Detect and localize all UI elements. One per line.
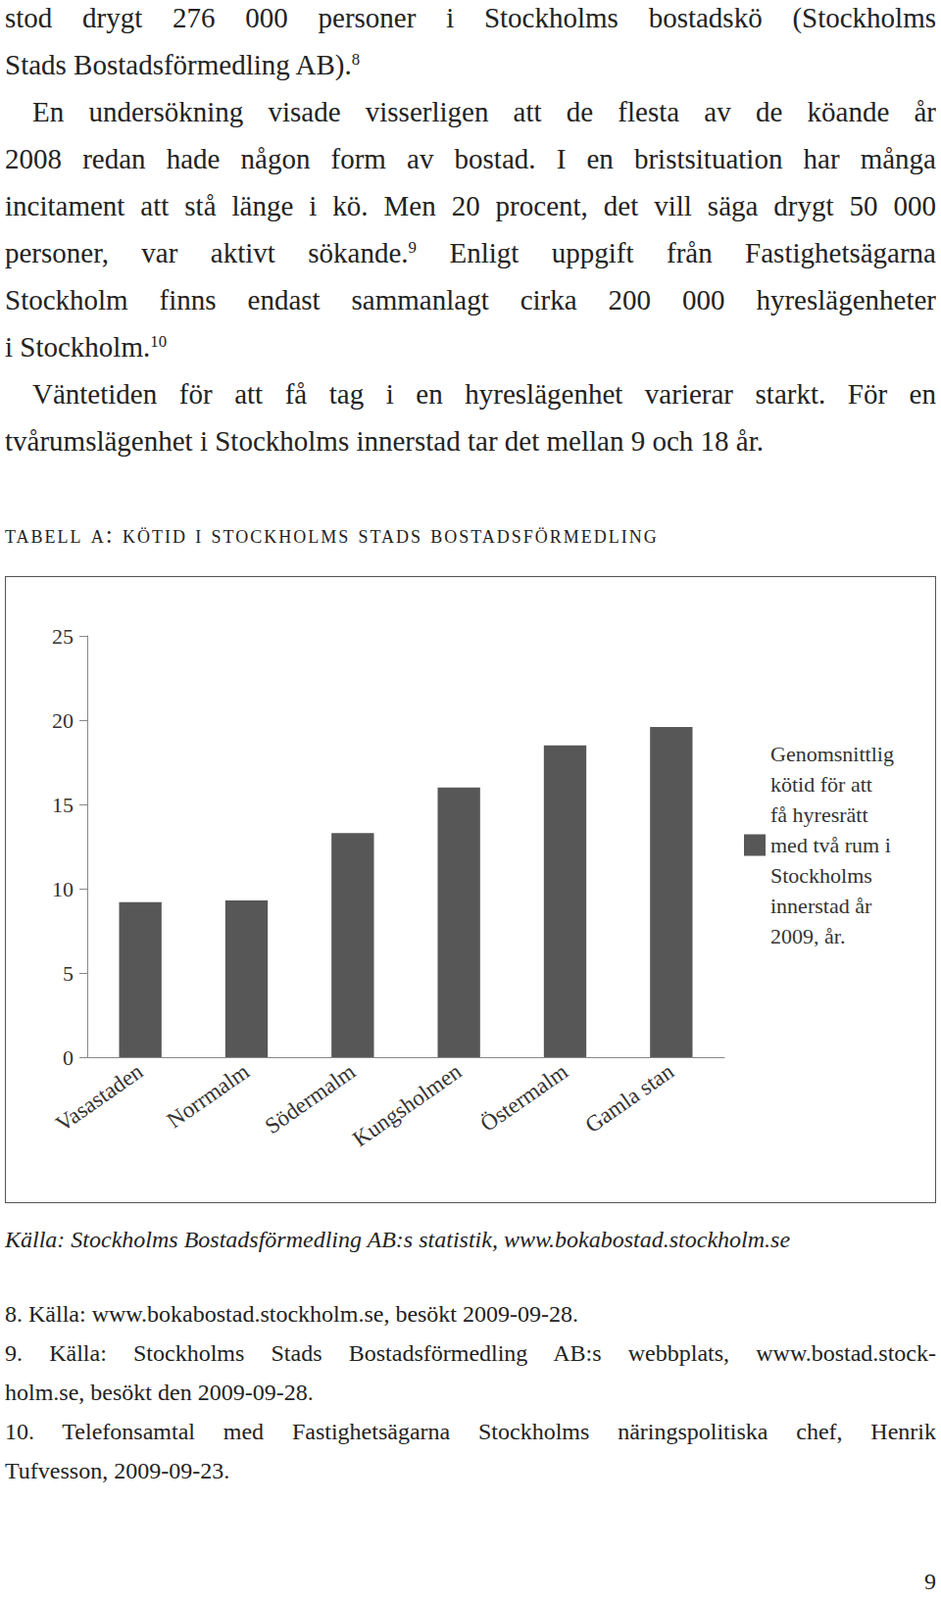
svg-text:10: 10	[51, 877, 74, 902]
html-text:incitament att stå länge i kö.: incitament att stå länge i kö. Men 20 pr…	[4, 190, 937, 222]
svg-text:25: 25	[51, 624, 74, 649]
html-text:10. Telefonsamtal med Fastighe: 10. Telefonsamtal med Fastighetsägarna S…	[4, 1419, 937, 1445]
html-text:i Stockholm.10: i Stockholm.10	[4, 331, 167, 363]
html-text:stod drygt 276 000 personer i: stod drygt 276 000 personer i Stockholms…	[4, 1, 937, 34]
svg-text:Gamla stan: Gamla stan	[580, 1058, 679, 1139]
svg-text:kötid för att: kötid för att	[770, 772, 878, 797]
html-text:2008 redan hade någon form av: 2008 redan hade någon form av bostad. I …	[4, 143, 937, 175]
svg-text:Stockholms: Stockholms	[770, 863, 878, 889]
html-text:En undersökning visade visserl: En undersökning visade visserligen att d…	[32, 96, 937, 128]
svg-text:Kungsholmen: Kungsholmen	[347, 1058, 466, 1152]
svg-text:få hyresrätt: få hyresrätt	[770, 802, 874, 828]
html-text:Källa: Stockholms Bostadsförme: Källa: Stockholms Bostadsförmedling AB:s…	[4, 1227, 791, 1253]
svg-text:med två rum i: med två rum i	[770, 833, 896, 858]
svg-text:Genomsnittlig: Genomsnittlig	[770, 742, 899, 767]
html-text:tabell a: kötid i stockholms s: tabell a: kötid i stockholms stads bosta…	[4, 521, 659, 548]
svg-text:Norrmalm: Norrmalm	[162, 1059, 254, 1135]
svg-text:2009, år.: 2009, år.	[770, 924, 845, 949]
svg-text:15: 15	[51, 792, 74, 818]
html-text:Stockholm finns endast sammanl: Stockholm finns endast sammanlagt cirka …	[4, 284, 937, 316]
svg-text:Östermalm: Östermalm	[476, 1059, 573, 1138]
svg-text:Vasastaden: Vasastaden	[50, 1058, 148, 1137]
html-text:Stads Bostadsförmedling AB).8: Stads Bostadsförmedling AB).8	[4, 49, 360, 81]
html-text:Väntetiden för att få tag i en: Väntetiden för att få tag i en hyresläge…	[32, 378, 937, 410]
svg-text:Södermalm: Södermalm	[260, 1059, 360, 1140]
html-text:9: 9	[924, 1569, 937, 1595]
html-text:8. Källa: www.bokabostad.stock: 8. Källa: www.bokabostad.stockholm.se, b…	[4, 1301, 579, 1328]
svg-text:innerstad år: innerstad år	[770, 893, 878, 919]
html-text:holm.se, besökt den 2009-09-28: holm.se, besökt den 2009-09-28.	[4, 1380, 314, 1406]
html-text:tvårumslägenhet i Stockholms i: tvårumslägenhet i Stockholms innerstad t…	[4, 425, 764, 457]
svg-text:0: 0	[62, 1045, 74, 1071]
html-text:personer, var aktivt sökande.9: personer, var aktivt sökande.9Enligt upp…	[4, 237, 937, 269]
html-text:9. Källa: Stockholms Stads Bos: 9. Källa: Stockholms Stads Bostadsförmed…	[4, 1340, 937, 1367]
html-text:Tufvesson, 2009-09-23.: Tufvesson, 2009-09-23.	[4, 1458, 230, 1485]
svg-text:20: 20	[51, 708, 74, 734]
svg-text:5: 5	[62, 961, 74, 987]
